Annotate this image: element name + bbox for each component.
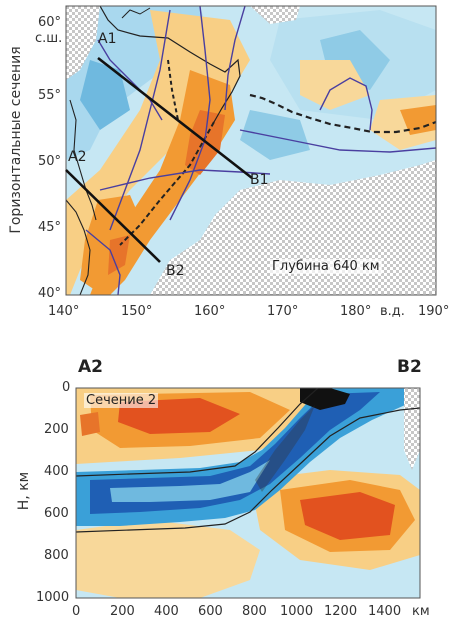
map-tomography-field (66, 6, 436, 295)
section-x-tick-1400: 1400 (368, 604, 402, 619)
profile-label-b2: B2 (166, 263, 185, 279)
section-y-tick-800: 800 (44, 548, 69, 563)
lon-unit: в.д. (380, 304, 405, 319)
section-x-tick-800: 800 (242, 604, 267, 619)
section-y-tick-400: 400 (44, 464, 69, 479)
section-x-tick-600: 600 (198, 604, 223, 619)
section-y-tick-600: 600 (44, 506, 69, 521)
section-figure (75, 387, 421, 599)
section-title: Сечение 2 (84, 393, 159, 408)
section-y-tick-0: 0 (62, 380, 71, 395)
section-x-tick-0: 0 (72, 604, 81, 619)
section-x-tick-400: 400 (154, 604, 179, 619)
lat-tick-55: 55° (38, 88, 62, 103)
lat-tick-40: 40° (38, 286, 62, 301)
lat-tick-45: 45° (38, 220, 62, 235)
lon-tick-170: 170° (267, 304, 299, 319)
profile-line-2 (65, 169, 161, 263)
section-tomography-field (76, 388, 420, 598)
section-x-tick-1200: 1200 (324, 604, 358, 619)
lon-tick-150: 150° (121, 304, 153, 319)
lon-tick-190: 190° (418, 304, 450, 319)
section-y-tick-1000: 1000 (36, 590, 70, 605)
section-right-label: B2 (397, 357, 422, 377)
lat-unit: с.ш. (35, 31, 63, 46)
section-x-tick-200: 200 (110, 604, 135, 619)
map-figure (65, 5, 437, 296)
profile-line-1 (97, 56, 253, 180)
depth-label: Глубина 640 км (270, 259, 382, 274)
section-x-unit: км (412, 604, 430, 619)
section-left-label: A2 (78, 357, 103, 377)
lon-tick-140: 140° (48, 304, 80, 319)
section-x-tick-1000: 1000 (280, 604, 314, 619)
lon-tick-180: 180° (340, 304, 372, 319)
lat-tick-50: 50° (38, 154, 62, 169)
lat-tick-60: 60° (38, 15, 62, 30)
lon-tick-160: 160° (194, 304, 226, 319)
profile-label-a1: A1 (98, 31, 117, 47)
section-y-tick-200: 200 (44, 422, 69, 437)
profile-label-a2: A2 (68, 149, 87, 165)
profile-label-b1: B1 (250, 172, 269, 188)
